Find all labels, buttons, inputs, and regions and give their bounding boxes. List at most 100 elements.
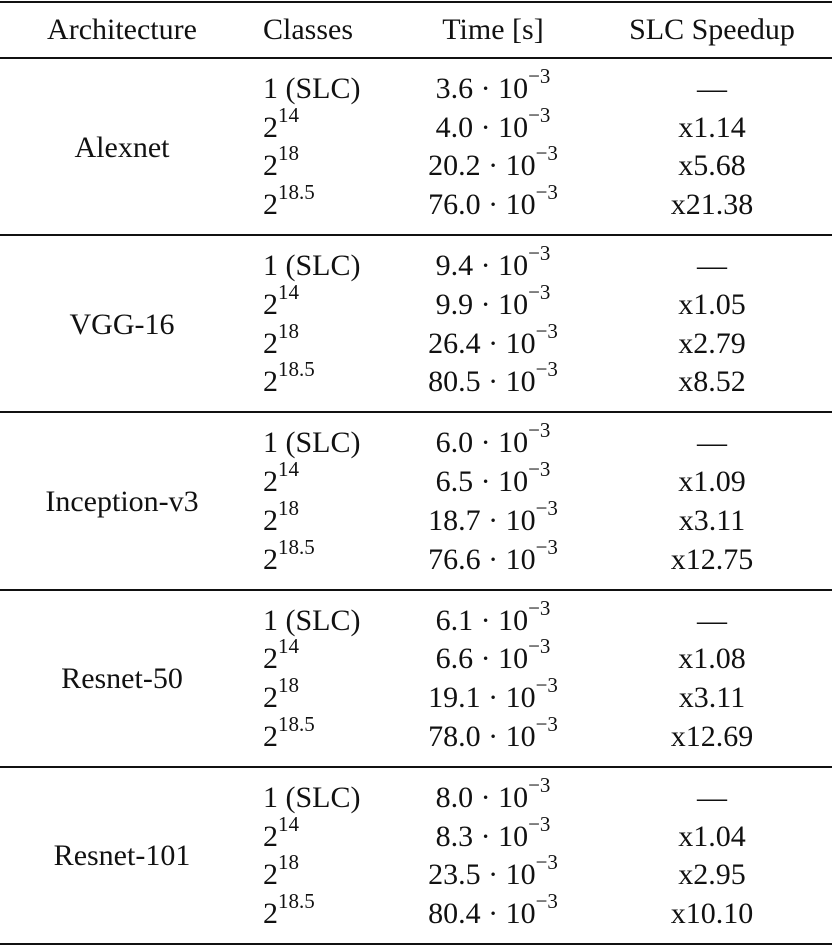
classes: 218.5 [263, 182, 315, 223]
architecture: Resnet-101 [53, 839, 191, 873]
architecture: VGG-16 [69, 307, 175, 341]
header-cell: Classes [263, 13, 353, 46]
time-exponent: −3 [535, 141, 558, 166]
time-base: 8.3 · 10 [435, 819, 529, 853]
architecture: Resnet-50 [61, 662, 183, 696]
classes-exponent: 18.5 [278, 357, 315, 382]
time: 26.4 · 10−3 [428, 320, 558, 362]
time-base: 6.6 · 10 [435, 642, 529, 676]
time-base: 4.0 · 10 [435, 110, 529, 144]
architecture: Inception-v3 [45, 485, 199, 518]
classes: 218.5 [263, 536, 315, 578]
speedup: x1.05 [678, 287, 746, 321]
classes-exponent: 18.5 [278, 888, 315, 913]
time-base: 9.4 · 10 [435, 249, 529, 283]
speedup: — [697, 249, 727, 283]
time-exponent: −3 [535, 711, 558, 736]
time-base: 76.6 · 10 [428, 542, 536, 576]
classes: 218.5 [263, 359, 315, 400]
classes-base: 2 [263, 149, 278, 183]
classes: 218 [263, 320, 299, 362]
speedup: x2.79 [678, 326, 746, 360]
classes-base: 2 [263, 326, 278, 360]
time-exponent: −3 [528, 811, 551, 836]
time: 6.5 · 10−3 [436, 459, 551, 500]
time-exponent: −3 [528, 279, 551, 304]
classes-base: 1 (SLC) [263, 426, 361, 460]
classes-exponent: 18 [278, 850, 299, 875]
time-exponent: −3 [528, 64, 551, 88]
classes: 1 (SLC) [263, 603, 361, 639]
header-cell: SLC Speedup [629, 13, 795, 46]
classes-base: 2 [263, 896, 278, 930]
classes-exponent: 14 [278, 102, 299, 127]
classes-base: 2 [263, 287, 278, 321]
classes-base: 1 (SLC) [263, 603, 361, 637]
time: 4.0 · 10−3 [435, 104, 551, 146]
time-exponent: −3 [535, 318, 558, 343]
time-exponent: −3 [535, 534, 558, 559]
classes-base: 1 (SLC) [263, 249, 361, 283]
classes-exponent: 18.5 [278, 180, 315, 205]
time: 9.4 · 10−3 [435, 243, 551, 284]
speedup: — [697, 426, 727, 460]
time-exponent: −3 [535, 888, 558, 913]
classes-exponent: 14 [278, 279, 299, 304]
classes: 214 [263, 636, 299, 677]
time: 9.9 · 10−3 [435, 281, 551, 323]
time: 23.5 · 10−3 [428, 852, 558, 893]
time-base: 3.6 · 10 [435, 72, 529, 105]
time: 8.3 · 10−3 [435, 813, 551, 855]
group-rule [0, 588, 832, 591]
speedup: — [697, 603, 727, 637]
time: 6.0 · 10−3 [435, 420, 551, 461]
classes-exponent: 18 [278, 318, 299, 343]
classes: 214 [263, 813, 299, 855]
time-base: 6.0 · 10 [435, 426, 529, 460]
classes-base: 2 [263, 642, 278, 676]
time: 78.0 · 10−3 [428, 713, 558, 755]
architecture: Alexnet [74, 130, 170, 164]
classes: 218 [263, 497, 299, 539]
time: 20.2 · 10−3 [428, 143, 558, 184]
time-base: 9.9 · 10 [435, 287, 529, 321]
time-exponent: −3 [528, 241, 551, 266]
time-exponent: −3 [535, 673, 558, 697]
speedup: — [697, 780, 727, 814]
classes: 1 (SLC) [263, 71, 361, 107]
classes: 1 (SLC) [263, 780, 361, 816]
time-exponent: −3 [535, 180, 558, 205]
speedup: x8.52 [678, 365, 746, 399]
time-exponent: −3 [528, 457, 551, 482]
classes-base: 2 [263, 819, 278, 853]
classes-base: 2 [263, 858, 278, 892]
time-exponent: −3 [528, 418, 551, 443]
classes-base: 2 [263, 719, 278, 753]
time: 80.5 · 10−3 [428, 359, 558, 400]
time-exponent: −3 [535, 850, 558, 875]
classes: 1 (SLC) [263, 248, 361, 284]
classes-base: 2 [263, 465, 278, 499]
classes-base: 2 [263, 681, 278, 714]
group-rule [0, 411, 832, 414]
classes-exponent: 14 [278, 634, 299, 659]
classes: 218 [263, 675, 299, 716]
group-rule [0, 943, 832, 945]
classes: 214 [263, 459, 299, 500]
time: 80.4 · 10−3 [428, 890, 558, 932]
speedup: x12.75 [670, 542, 754, 576]
speedup: x3.11 [678, 681, 746, 714]
time-base: 80.4 · 10 [428, 896, 536, 930]
speedup: x2.95 [678, 858, 746, 892]
time: 3.6 · 10−3 [435, 66, 551, 107]
time-base: 6.1 · 10 [435, 603, 529, 637]
time: 18.7 · 10−3 [428, 497, 558, 539]
classes-base: 1 (SLC) [263, 72, 361, 105]
speedup: x12.69 [670, 719, 754, 753]
classes-exponent: 18.5 [278, 711, 315, 736]
time-exponent: −3 [535, 495, 558, 520]
speedup: x10.10 [670, 896, 754, 930]
classes-exponent: 14 [278, 457, 299, 482]
classes-exponent: 18.5 [278, 534, 315, 559]
